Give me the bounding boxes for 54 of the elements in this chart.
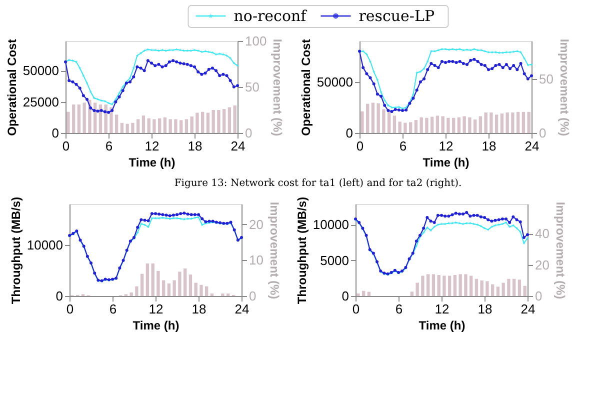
- x-tick-label: 6: [395, 302, 403, 316]
- x-tick-label: 12: [438, 138, 454, 154]
- x-tick-label: 12: [148, 302, 164, 316]
- x-tick-label: 0: [356, 138, 364, 154]
- x-tick-label: 6: [109, 302, 117, 316]
- y2-tick-label: 10: [249, 252, 264, 268]
- x-tick-label: 24: [524, 138, 540, 154]
- y-tick-label: 0: [52, 126, 60, 140]
- y2-axis-title: Improvement (%): [557, 38, 572, 136]
- y2-axis-title: Improvement (%): [267, 202, 282, 300]
- y2-tick-label: 0: [245, 126, 252, 140]
- x-tick-label: 6: [105, 138, 113, 154]
- x-tick-label: 18: [478, 302, 492, 316]
- y-tick-label: 50000: [22, 63, 60, 78]
- y2-tick-label: 50: [245, 80, 260, 94]
- y-tick-label: 0: [346, 126, 354, 140]
- x-tick-label: 24: [234, 302, 250, 316]
- legend-label: rescue-LP: [358, 7, 435, 25]
- x-tick-label: 0: [66, 302, 74, 316]
- x-tick-label: 12: [434, 302, 450, 316]
- x-tick-label: 12: [144, 138, 160, 154]
- x-axis-title: Time (h): [132, 318, 180, 332]
- y2-tick-label: 100: [245, 34, 267, 48]
- y-tick-label: 5000: [320, 252, 350, 268]
- y-axis-title: Operational Cost: [4, 39, 19, 136]
- y-tick-label: 10000: [312, 217, 350, 232]
- legend-label: no-reconf: [234, 7, 308, 25]
- x-axis-title: Time (h): [418, 318, 466, 332]
- y2-tick-label: 50: [539, 71, 554, 86]
- x-axis-title: Time (h): [128, 156, 176, 170]
- y2-tick-label: 20: [535, 257, 550, 272]
- y-axis-title: Operational Cost: [298, 39, 313, 136]
- x-tick-label: 6: [399, 138, 407, 154]
- x-tick-label: 18: [482, 138, 496, 154]
- y-tick-label: 0: [342, 288, 350, 304]
- y2-tick-label: 20: [249, 216, 264, 232]
- x-tick-label: 24: [230, 138, 246, 154]
- y-tick-label: 25000: [22, 94, 60, 110]
- caption: Figure 13: Network cost for ta1 (left) and for ta2 (right).: [174, 178, 462, 189]
- y-axis-title: Throughput (MB/s): [294, 196, 309, 304]
- y2-tick-label: 0: [535, 288, 542, 304]
- x-tick-label: 18: [192, 302, 206, 316]
- y2-axis-title: Improvement (%): [553, 202, 568, 300]
- y2-tick-label: 0: [539, 126, 546, 140]
- y-axis-title: Throughput (MB/s): [8, 196, 23, 304]
- x-tick-label: 24: [520, 302, 536, 316]
- y-tick-label: 10000: [26, 238, 64, 253]
- y-tick-label: 0: [56, 288, 64, 304]
- y2-tick-label: 40: [535, 226, 550, 242]
- y2-tick-label: 0: [249, 288, 256, 304]
- x-axis-title: Time (h): [422, 156, 470, 170]
- x-tick-label: 18: [188, 138, 202, 154]
- y-tick-label: 50000: [316, 74, 354, 90]
- y2-axis-title: Improvement (%): [270, 38, 285, 136]
